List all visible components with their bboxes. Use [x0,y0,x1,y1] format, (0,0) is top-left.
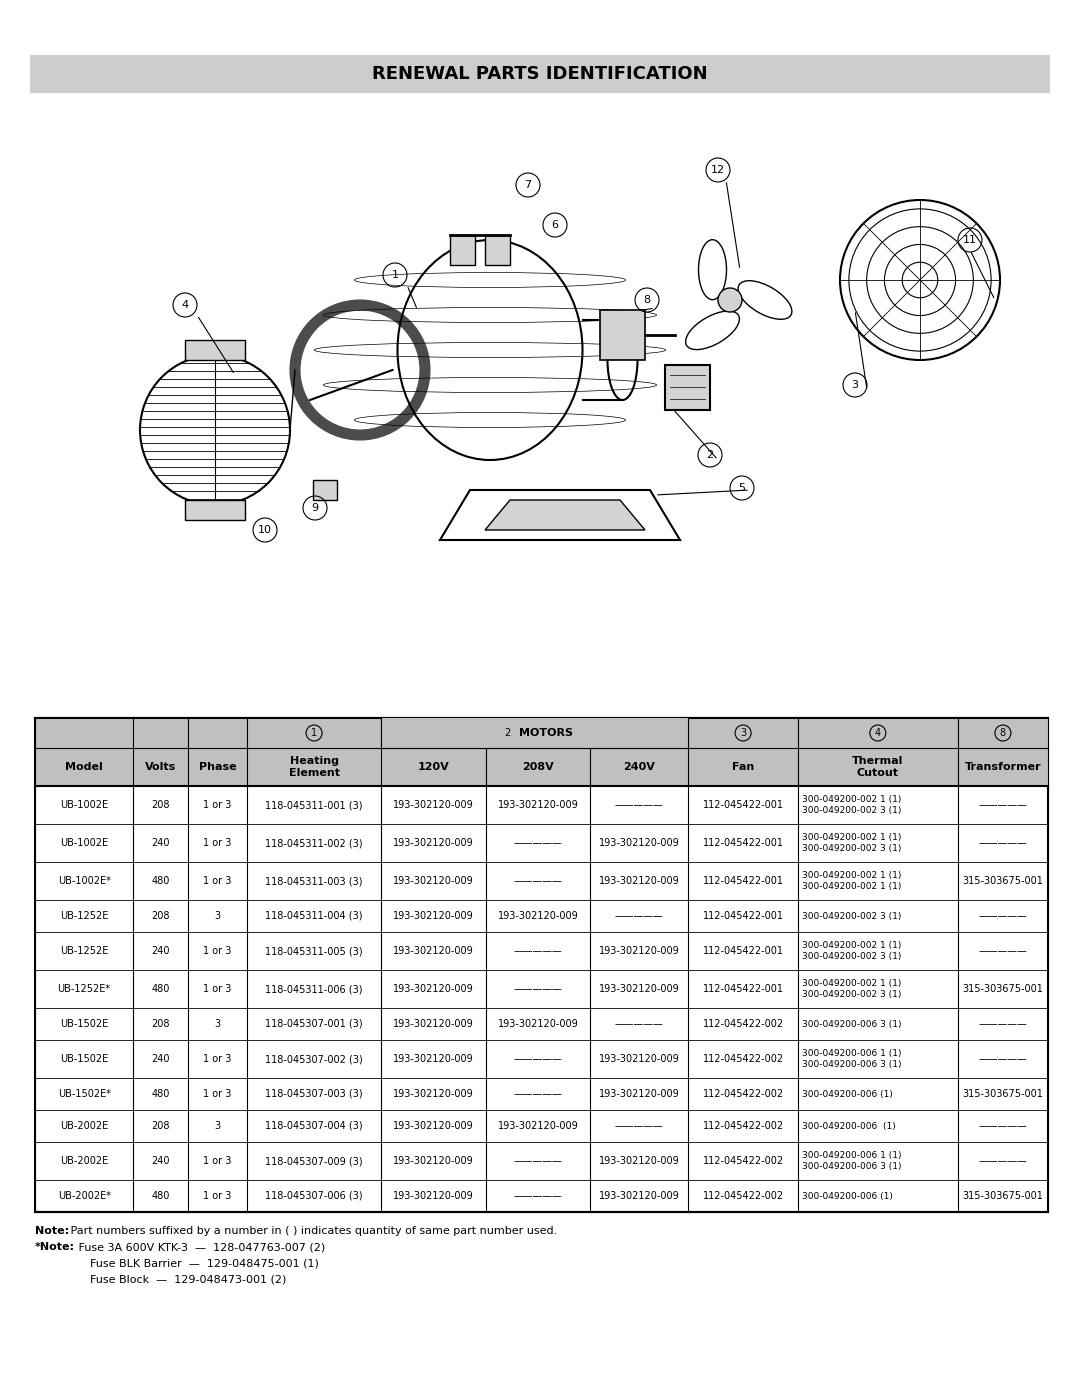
Text: 8: 8 [1000,728,1005,738]
Text: 112-045422-001: 112-045422-001 [703,876,784,886]
Text: 112-045422-002: 112-045422-002 [702,1053,784,1065]
Text: 10: 10 [258,525,272,535]
Text: *Note:: *Note: [35,1242,75,1252]
Text: 300-049200-002 1 (1)
300-049200-002 3 (1): 300-049200-002 1 (1) 300-049200-002 3 (1… [801,942,901,961]
Text: UB-1252E: UB-1252E [60,911,108,921]
Bar [185,339,245,360]
Bar [665,365,710,409]
Bar [313,481,337,500]
Bar [450,235,475,265]
Text: 112-045422-001: 112-045422-001 [703,838,784,848]
Text: 8: 8 [644,295,650,305]
Text: 300-049200-002 1 (1)
300-049200-002 3 (1): 300-049200-002 1 (1) 300-049200-002 3 (1… [801,979,901,999]
Text: Note:: Note: [35,1227,69,1236]
Text: Transformer: Transformer [964,761,1041,773]
Text: 240: 240 [151,1155,170,1166]
Text: 9: 9 [311,503,319,513]
Text: Volts: Volts [145,761,176,773]
Text: Phase: Phase [199,761,237,773]
Polygon shape [440,490,680,541]
Text: 3: 3 [214,911,220,921]
Text: 2: 2 [706,450,714,460]
Text: 208V: 208V [522,761,554,773]
Text: UB-2002E: UB-2002E [60,1120,108,1132]
Text: 193-302120-009: 193-302120-009 [599,983,679,995]
Ellipse shape [397,240,582,460]
Text: 240V: 240V [623,761,656,773]
Text: —————: ————— [978,800,1027,810]
Text: 1: 1 [391,270,399,279]
Text: 315-303675-001: 315-303675-001 [962,1090,1043,1099]
Text: 118-045307-002 (3): 118-045307-002 (3) [266,1053,363,1065]
Text: 300-049200-006 (1): 300-049200-006 (1) [801,1090,893,1098]
Text: 193-302120-009: 193-302120-009 [393,1053,474,1065]
Ellipse shape [738,281,792,320]
Text: 300-049200-006 1 (1)
300-049200-006 3 (1): 300-049200-006 1 (1) 300-049200-006 3 (1… [801,1151,902,1171]
Text: 193-302120-009: 193-302120-009 [599,1053,679,1065]
Text: UB-1002E*: UB-1002E* [57,876,110,886]
Text: —————: ————— [978,1018,1027,1030]
Text: —————: ————— [615,800,663,810]
Text: —————: ————— [514,983,563,995]
Text: UB-1502E: UB-1502E [60,1018,108,1030]
Text: 193-302120-009: 193-302120-009 [599,838,679,848]
Text: 300-049200-002 1 (1)
300-049200-002 3 (1): 300-049200-002 1 (1) 300-049200-002 3 (1… [801,795,901,814]
Text: 1: 1 [311,728,318,738]
Text: 118-045307-006 (3): 118-045307-006 (3) [266,1192,363,1201]
Text: —————: ————— [514,946,563,956]
Text: 112-045422-001: 112-045422-001 [703,946,784,956]
Text: —————: ————— [615,1018,663,1030]
Text: —————: ————— [514,838,563,848]
Circle shape [718,288,742,312]
Text: 480: 480 [151,1090,170,1099]
Bar [381,718,688,747]
Text: Heating
Element: Heating Element [288,756,339,778]
Text: 118-045311-006 (3): 118-045311-006 (3) [266,983,363,995]
Text: 118-045307-009 (3): 118-045307-009 (3) [266,1155,363,1166]
Text: 193-302120-009: 193-302120-009 [393,1155,474,1166]
Text: 5: 5 [739,483,745,493]
Text: 193-302120-009: 193-302120-009 [393,911,474,921]
Text: 300-049200-006 3 (1): 300-049200-006 3 (1) [801,1020,902,1028]
Text: 3: 3 [214,1120,220,1132]
Text: 1 or 3: 1 or 3 [203,1192,231,1201]
Ellipse shape [607,320,637,400]
Text: —————: ————— [514,1155,563,1166]
Text: 2: 2 [503,728,510,738]
Text: 300-049200-006 1 (1)
300-049200-006 3 (1): 300-049200-006 1 (1) 300-049200-006 3 (1… [801,1049,902,1069]
Text: 118-045311-005 (3): 118-045311-005 (3) [266,946,363,956]
Text: 112-045422-002: 112-045422-002 [702,1192,784,1201]
Text: 193-302120-009: 193-302120-009 [393,1192,474,1201]
Text: UB-1252E: UB-1252E [60,946,108,956]
Text: 3: 3 [214,1018,220,1030]
Text: UB-1502E*: UB-1502E* [57,1090,110,1099]
Text: 1 or 3: 1 or 3 [203,983,231,995]
Text: —————: ————— [615,911,663,921]
Text: 193-302120-009: 193-302120-009 [498,800,578,810]
Bar [30,54,1050,94]
Text: UB-2002E: UB-2002E [60,1155,108,1166]
Text: 1 or 3: 1 or 3 [203,876,231,886]
Text: 118-045311-004 (3): 118-045311-004 (3) [266,911,363,921]
Text: 118-045307-004 (3): 118-045307-004 (3) [266,1120,363,1132]
Text: 480: 480 [151,983,170,995]
Text: 480: 480 [151,1192,170,1201]
Polygon shape [485,500,645,529]
Text: 3: 3 [740,728,746,738]
Text: 193-302120-009: 193-302120-009 [393,838,474,848]
Text: 112-045422-001: 112-045422-001 [703,983,784,995]
Circle shape [140,355,291,504]
Text: Fan: Fan [732,761,754,773]
Text: 193-302120-009: 193-302120-009 [599,1155,679,1166]
Text: 193-302120-009: 193-302120-009 [599,1192,679,1201]
Text: 112-045422-002: 112-045422-002 [702,1018,784,1030]
Text: Fuse Block  —  129-048473-001 (2): Fuse Block — 129-048473-001 (2) [90,1274,286,1284]
Text: —————: ————— [615,1120,663,1132]
Circle shape [840,200,1000,360]
Text: UB-1502E: UB-1502E [60,1053,108,1065]
Text: —————: ————— [978,1120,1027,1132]
Text: Thermal
Cutout: Thermal Cutout [852,756,904,778]
Text: 1 or 3: 1 or 3 [203,946,231,956]
Text: 118-045311-002 (3): 118-045311-002 (3) [266,838,363,848]
Text: 193-302120-009: 193-302120-009 [599,946,679,956]
